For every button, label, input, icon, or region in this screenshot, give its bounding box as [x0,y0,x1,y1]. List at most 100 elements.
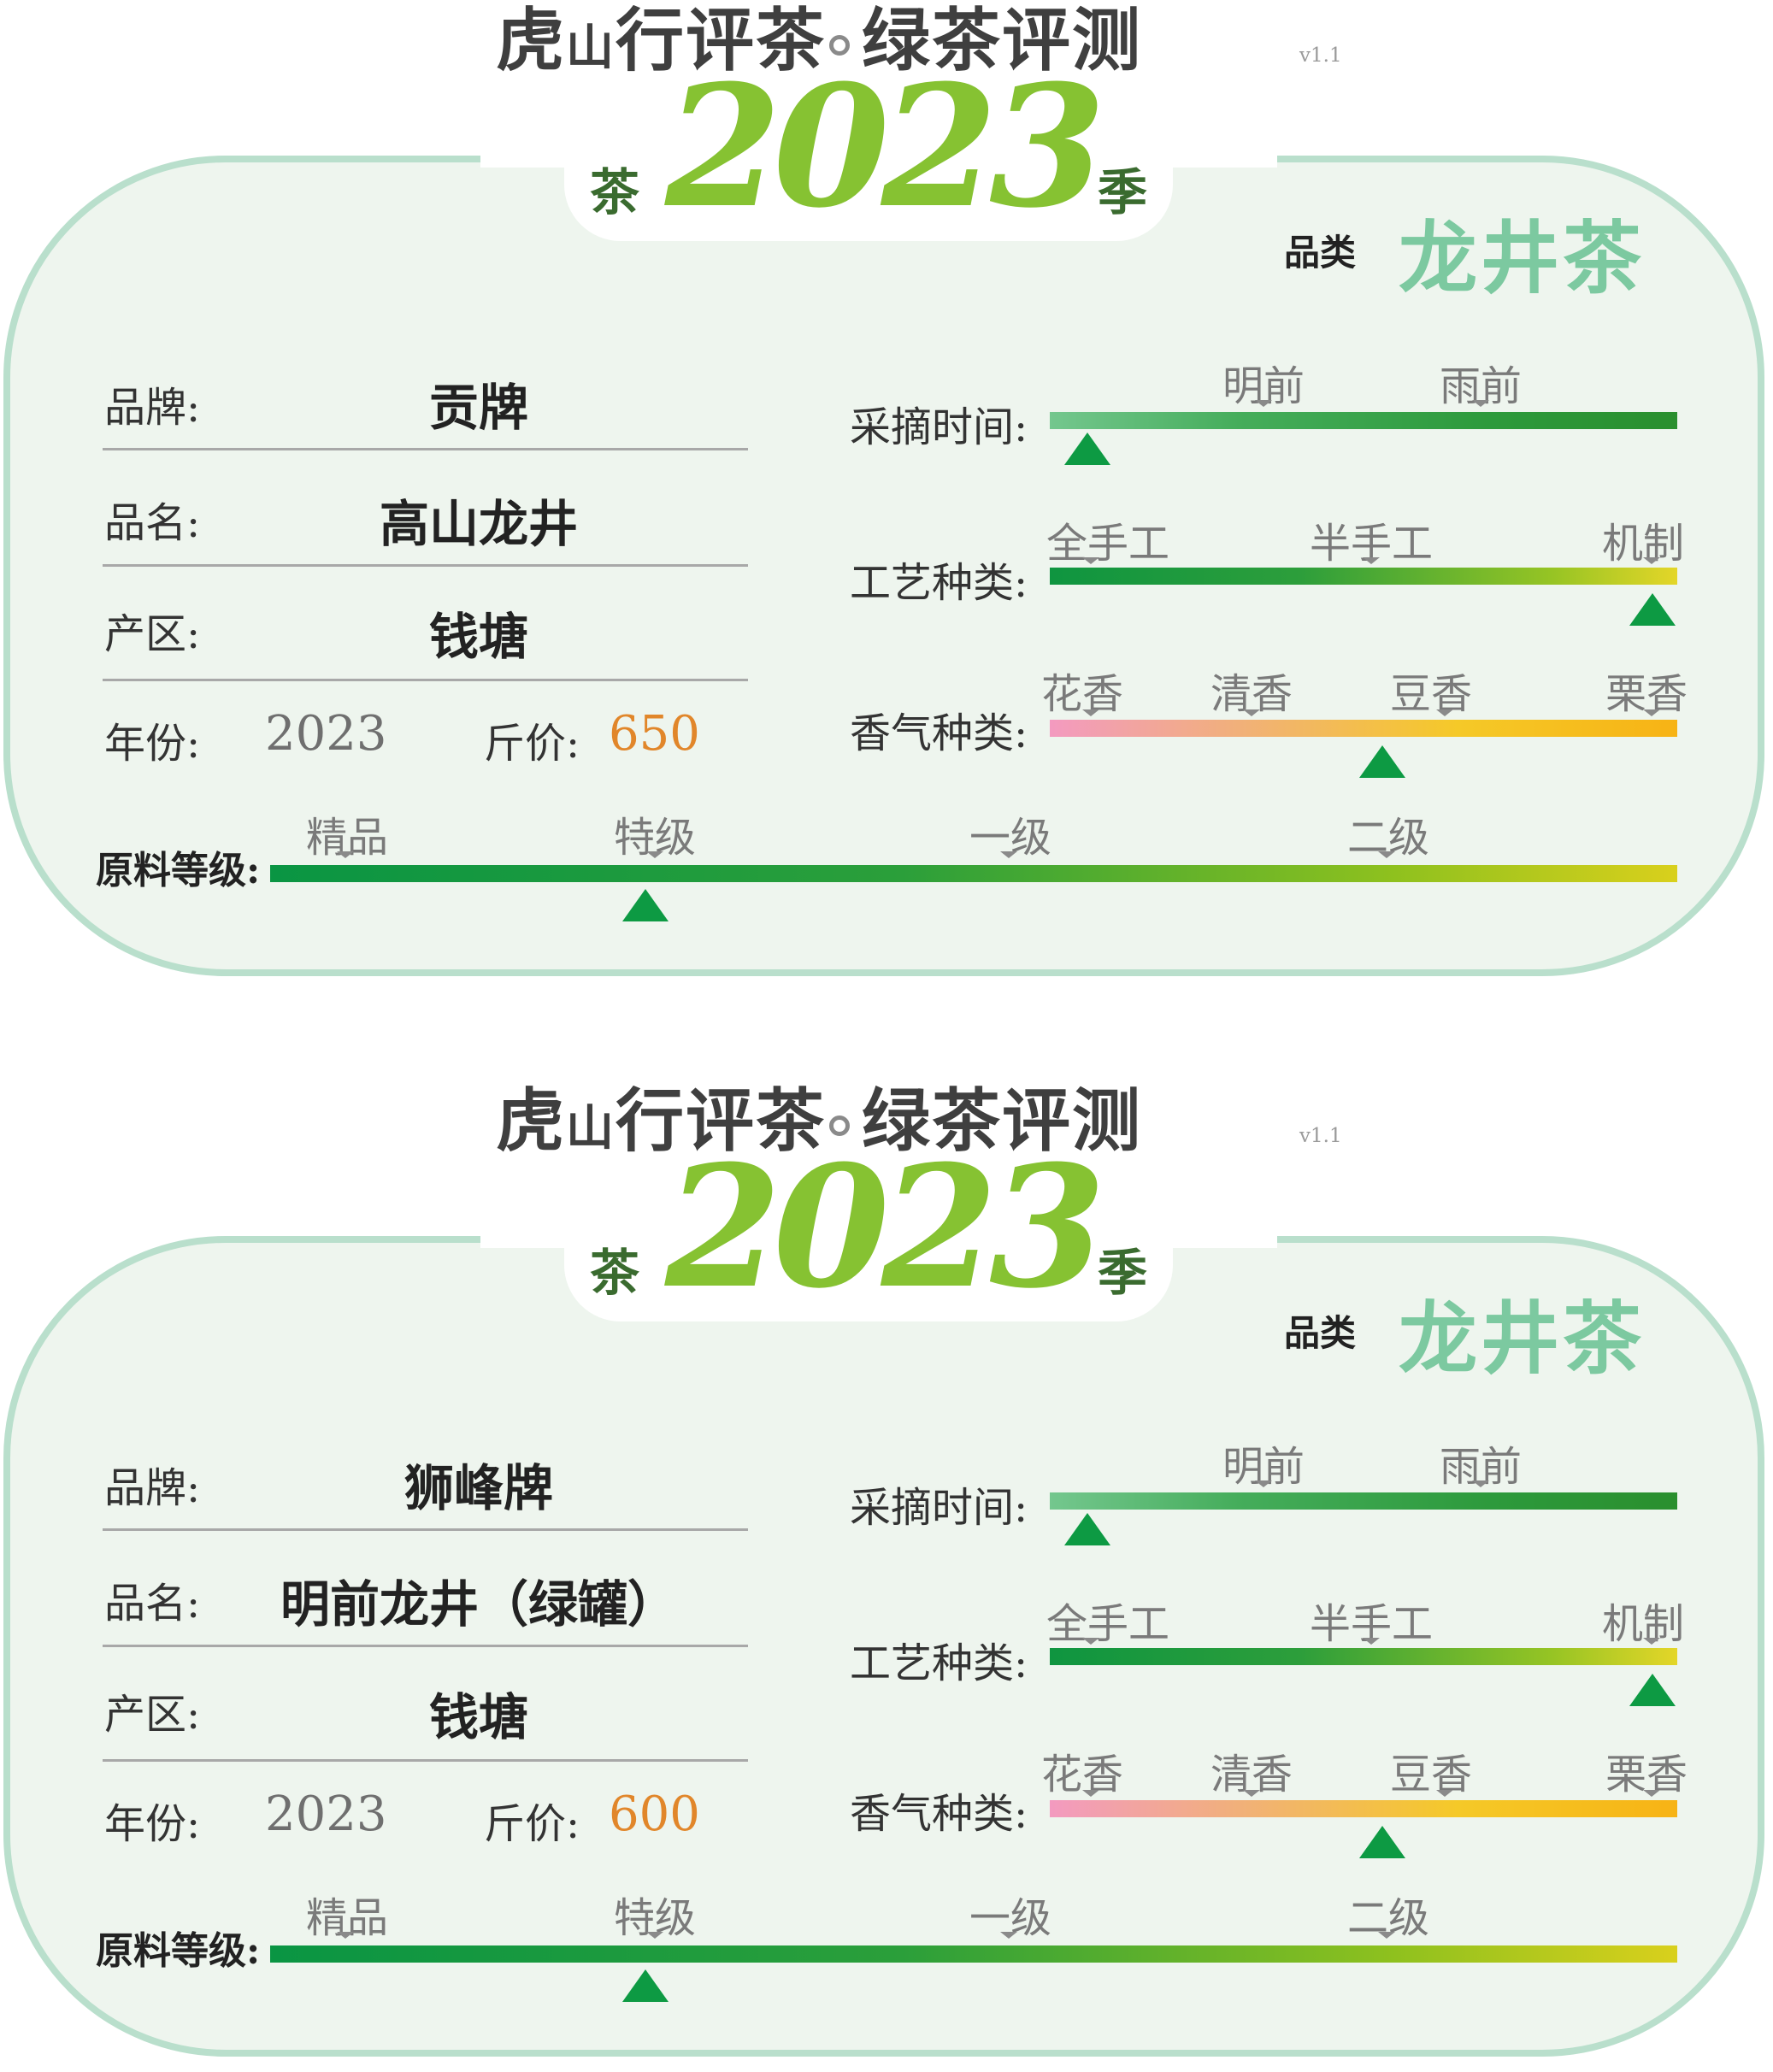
craft-marker-icon [1629,593,1676,626]
circle-dot-icon [829,1115,850,1137]
tick-caret-icon [1472,400,1489,407]
origin-label: 产区: [104,610,201,658]
aroma-tick: 豆香 [1389,1751,1473,1798]
category-label: 品类 [1284,1312,1357,1354]
tick-caret-icon [1243,709,1260,716]
tick-caret-icon [1436,1790,1453,1797]
grade-track [270,1945,1677,1963]
divider [103,564,748,567]
brand-label: 品牌: [104,1464,201,1512]
season-pill [564,1209,1173,1321]
version-label: v1.1 [1299,1125,1342,1147]
tick-caret-icon [1082,1790,1099,1797]
tick-caret-icon [1255,1480,1272,1487]
tick-caret-icon [1378,851,1395,858]
aroma-label: 香气种类: [850,709,1028,757]
tick-caret-icon [646,851,663,858]
picking-label: 采摘时间: [850,1484,1028,1532]
category-value: 龙井茶 [1399,1293,1646,1385]
divider [103,448,748,450]
season-right: 季 [1098,1244,1148,1302]
origin-value: 钱塘 [428,608,528,666]
grade-label: 原料等级: [96,849,261,892]
tick-caret-icon [1000,1932,1017,1939]
tick-caret-icon [1643,1790,1660,1797]
year-label: 年份: [104,720,201,768]
divider [103,679,748,681]
grade-marker-icon [622,889,669,921]
header-title: 虎山行评茶 绿茶评测 [496,1,1142,80]
circle-dot-icon [829,35,850,56]
brand-value: 贡牌 [428,379,528,437]
season-year: 2023 [665,49,1106,245]
year-value: 2023 [265,706,387,762]
price-value: 650 [609,706,700,762]
tick-caret-icon [1378,1932,1395,1939]
category-label: 品类 [1284,232,1357,274]
tick-caret-icon [1243,1790,1260,1797]
picking-marker-icon [1064,1513,1111,1545]
origin-label: 产区: [104,1691,201,1739]
header-title: 虎山行评茶 绿茶评测 [496,1081,1142,1161]
category-value: 龙井茶 [1399,213,1646,304]
evaluation-card: 虎山行评茶 绿茶评测 v1.1 茶 2023 季 品类 龙井茶 品牌: 狮峰牌 品… [0,1080,1773,2063]
craft-label: 工艺种类: [850,559,1028,607]
divider [103,1645,748,1647]
divider [103,1759,748,1762]
tick-caret-icon [1255,400,1272,407]
season-left: 茶 [590,1244,640,1302]
craft-track [1050,1648,1677,1665]
tick-caret-icon [1082,557,1099,564]
divider [103,1528,748,1531]
picking-track [1050,412,1677,429]
name-value: 高山龙井 [379,495,578,553]
name-value: 明前龙井（绿罐） [280,1575,677,1633]
tick-caret-icon [646,1932,663,1939]
craft-track [1050,568,1677,585]
aroma-tick: 豆香 [1389,670,1473,718]
picking-label: 采摘时间: [850,403,1028,451]
aroma-label: 香气种类: [850,1790,1028,1838]
tick-caret-icon [1643,1638,1660,1645]
tick-caret-icon [337,1932,354,1939]
craft-label: 工艺种类: [850,1639,1028,1687]
brand-value: 狮峰牌 [403,1459,553,1517]
origin-value: 钱塘 [428,1688,528,1746]
tick-caret-icon [1363,557,1380,564]
grade-label: 原料等级: [96,1929,261,1973]
price-value: 600 [609,1787,700,1842]
name-label: 品名: [104,1580,201,1628]
aroma-marker-icon [1359,1826,1406,1858]
season-left: 茶 [590,163,640,221]
tick-caret-icon [1643,557,1660,564]
tick-caret-icon [1643,709,1660,716]
tick-caret-icon [1000,851,1017,858]
price-label: 斤价: [484,1800,580,1848]
tick-caret-icon [1472,1480,1489,1487]
season-pill [564,128,1173,241]
tick-caret-icon [1436,709,1453,716]
grade-track [270,865,1677,882]
year-label: 年份: [104,1800,201,1848]
brand-label: 品牌: [104,384,201,432]
evaluation-card: 虎山行评茶 绿茶评测 v1.1 茶 2023 季 品类 龙井茶 品牌: 贡牌 品名… [0,0,1773,983]
craft-tick: 全手工 [1046,520,1170,568]
tick-caret-icon [1082,1638,1099,1645]
aroma-track [1050,1800,1677,1817]
price-label: 斤价: [484,720,580,768]
season-right: 季 [1098,163,1148,221]
aroma-track [1050,720,1677,737]
season-year: 2023 [665,1129,1106,1326]
craft-tick: 全手工 [1046,1600,1170,1648]
tick-caret-icon [1363,1638,1380,1645]
craft-marker-icon [1629,1674,1676,1706]
year-value: 2023 [265,1787,387,1842]
tick-caret-icon [337,851,354,858]
picking-marker-icon [1064,433,1111,465]
aroma-marker-icon [1359,745,1406,778]
grade-marker-icon [622,1969,669,2002]
version-label: v1.1 [1299,44,1342,67]
picking-track [1050,1492,1677,1510]
name-label: 品名: [104,499,201,547]
tick-caret-icon [1082,709,1099,716]
